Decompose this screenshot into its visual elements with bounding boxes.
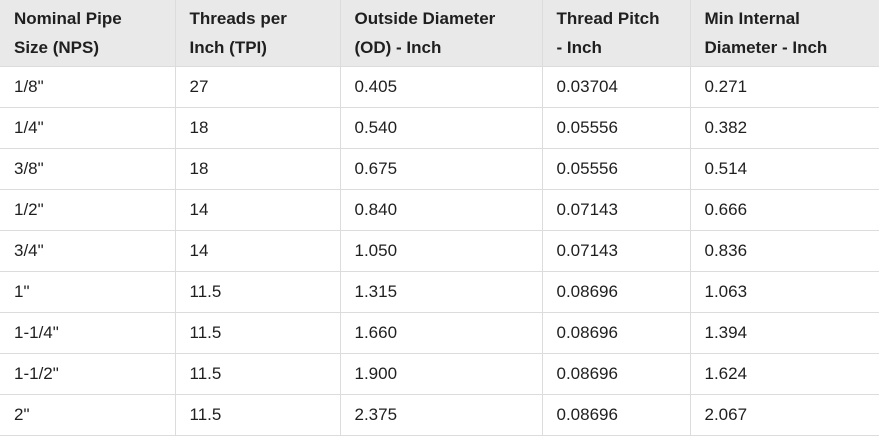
table-cell: 0.666 [689, 189, 879, 231]
table-cell: 1.900 [339, 353, 543, 395]
table-cell: 11.5 [174, 394, 341, 436]
table-cell: 3/8" [0, 148, 176, 190]
table-cell: 0.08696 [541, 394, 691, 436]
table-header: Nominal Pipe Size (NPS) Threads per Inch … [0, 0, 879, 67]
header-cell: Min Internal Diameter - Inch [689, 0, 879, 67]
table-cell: 0.540 [339, 107, 543, 149]
table-cell: 0.675 [339, 148, 543, 190]
table-cell: 1.050 [339, 230, 543, 272]
header-cell: Nominal Pipe Size (NPS) [0, 0, 176, 67]
table-cell: 0.08696 [541, 271, 691, 313]
table-cell: 18 [174, 107, 341, 149]
table-row: 1-1/2" 11.5 1.900 0.08696 1.624 [0, 353, 879, 395]
table-cell: 14 [174, 189, 341, 231]
table-cell: 1.063 [689, 271, 879, 313]
table-cell: 0.271 [689, 66, 879, 108]
table-cell: 0.514 [689, 148, 879, 190]
table-cell: 0.836 [689, 230, 879, 272]
header-text: Nominal Pipe Size (NPS) [14, 9, 122, 57]
table-row: 1-1/4" 11.5 1.660 0.08696 1.394 [0, 312, 879, 354]
table-cell: 2.067 [689, 394, 879, 436]
table-cell: 2" [0, 394, 176, 436]
table-cell: 0.07143 [541, 189, 691, 231]
table-cell: 0.05556 [541, 107, 691, 149]
table-cell: 0.05556 [541, 148, 691, 190]
header-cell: Threads per Inch (TPI) [174, 0, 341, 67]
table-row: 2" 11.5 2.375 0.08696 2.067 [0, 394, 879, 436]
table-cell: 11.5 [174, 312, 341, 354]
table-row: 1/4" 18 0.540 0.05556 0.382 [0, 107, 879, 149]
table-cell: 0.03704 [541, 66, 691, 108]
table-cell: 14 [174, 230, 341, 272]
table-body: 1/8" 27 0.405 0.03704 0.271 1/4" 18 0.540 0.0555… [0, 66, 879, 436]
table-cell: 11.5 [174, 353, 341, 395]
header-text: Threads per Inch (TPI) [189, 9, 287, 57]
table-cell: 0.08696 [541, 353, 691, 395]
table-cell: 1/2" [0, 189, 176, 231]
table-cell: 1" [0, 271, 176, 313]
table-cell: 0.382 [689, 107, 879, 149]
table-row: 3/4" 14 1.050 0.07143 0.836 [0, 230, 879, 272]
table-row: 1/2" 14 0.840 0.07143 0.666 [0, 189, 879, 231]
table-cell: 11.5 [174, 271, 341, 313]
table-row: 1/8" 27 0.405 0.03704 0.271 [0, 66, 879, 108]
header-text: Min Internal Diameter - Inch [704, 9, 828, 57]
table-cell: 1.315 [339, 271, 543, 313]
table-row: 1" 11.5 1.315 0.08696 1.063 [0, 271, 879, 313]
table-row: 3/8" 18 0.675 0.05556 0.514 [0, 148, 879, 190]
table-cell: 0.07143 [541, 230, 691, 272]
header-cell: Thread Pitch - Inch [541, 0, 691, 67]
table-cell: 0.405 [339, 66, 543, 108]
table-cell: 1/8" [0, 66, 176, 108]
header-cell: Outside Diameter (OD) - Inch [339, 0, 543, 67]
table-cell: 1/4" [0, 107, 176, 149]
header-text: Outside Diameter (OD) - Inch [354, 9, 496, 57]
table-cell: 1.660 [339, 312, 543, 354]
header-row: Nominal Pipe Size (NPS) Threads per Inch … [0, 0, 879, 67]
table-cell: 1-1/4" [0, 312, 176, 354]
table-cell: 0.08696 [541, 312, 691, 354]
table-cell: 27 [174, 66, 341, 108]
table-cell: 2.375 [339, 394, 543, 436]
table-cell: 1.394 [689, 312, 879, 354]
table-cell: 3/4" [0, 230, 176, 272]
table-cell: 0.840 [339, 189, 543, 231]
header-text: Thread Pitch - Inch [556, 9, 660, 57]
table-cell: 1-1/2" [0, 353, 176, 395]
table-cell: 18 [174, 148, 341, 190]
table-cell: 1.624 [689, 353, 879, 395]
